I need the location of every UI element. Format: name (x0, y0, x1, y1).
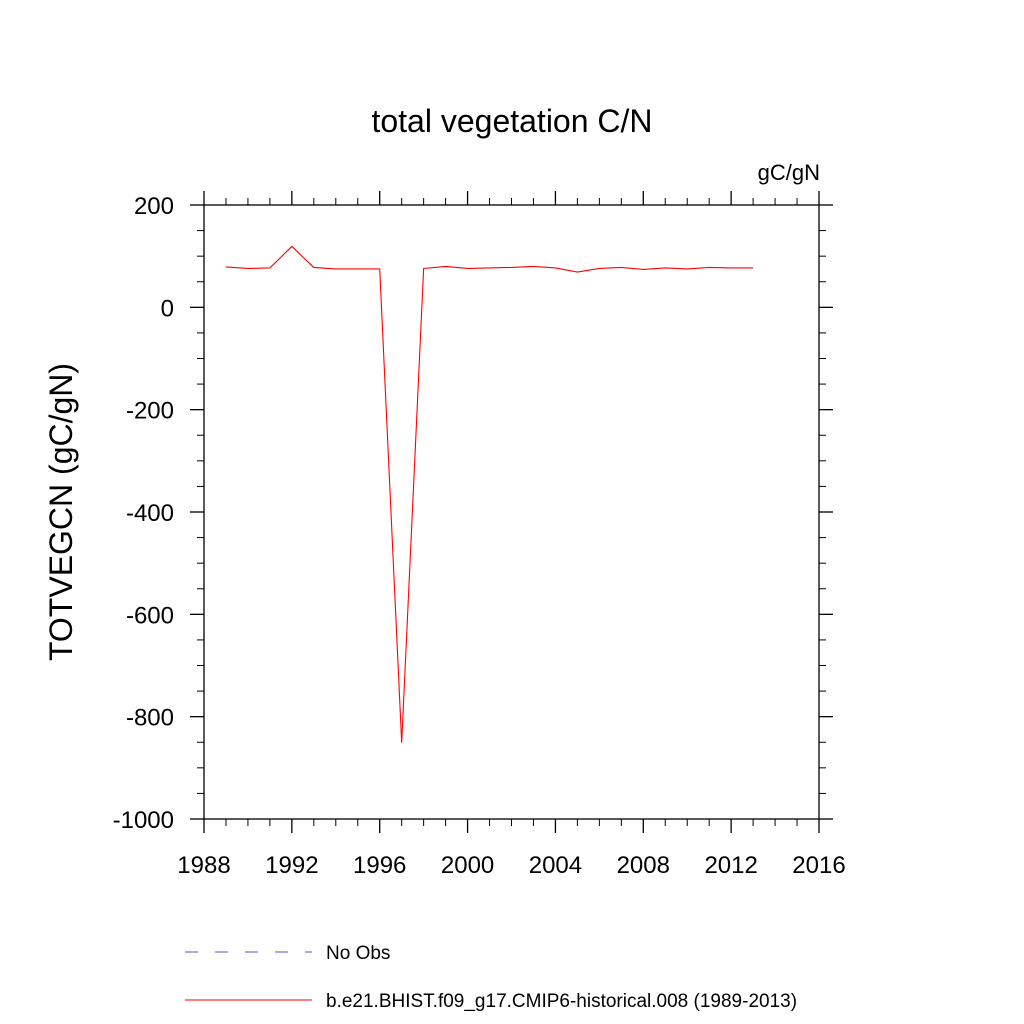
chart-title: total vegetation C/N (371, 103, 652, 139)
series-line-1 (225, 245, 754, 743)
y-tick-label: -800 (126, 705, 174, 732)
x-tick-label: 2016 (792, 852, 845, 879)
x-axis-ticks (203, 191, 820, 833)
series-layer (225, 245, 754, 743)
y-tick-label: 0 (161, 295, 174, 322)
x-tick-label: 2000 (441, 852, 494, 879)
units-label: gC/gN (758, 160, 820, 185)
y-tick-label: -200 (126, 398, 174, 425)
y-axis-ticks (190, 204, 833, 820)
x-tick-label: 2008 (617, 852, 670, 879)
legend: No Obs b.e21.BHIST.f09_g17.CMIP6-histori… (185, 943, 797, 1012)
legend-label-no-obs: No Obs (326, 943, 390, 964)
x-tick-label: 1988 (177, 852, 230, 879)
y-tick-label: 200 (134, 193, 174, 220)
plot-frame (203, 204, 820, 820)
x-tick-label: 1992 (265, 852, 318, 879)
x-tick-label: 2012 (704, 852, 757, 879)
y-axis-label: TOTVEGCN (gC/gN) (43, 363, 79, 661)
x-tick-label: 2004 (529, 852, 582, 879)
x-tick-label: 1996 (353, 852, 406, 879)
y-tick-label: -1000 (113, 807, 174, 834)
y-axis-tick-labels: 200 0 -200 -400 -600 -800 -1000 (113, 193, 174, 834)
y-tick-label: -600 (126, 602, 174, 629)
y-tick-label: -400 (126, 500, 174, 527)
legend-label-historical: b.e21.BHIST.f09_g17.CMIP6-historical.008… (326, 991, 797, 1012)
x-axis-tick-labels: 1988 1992 1996 2000 2004 2008 2012 2016 (177, 852, 845, 879)
